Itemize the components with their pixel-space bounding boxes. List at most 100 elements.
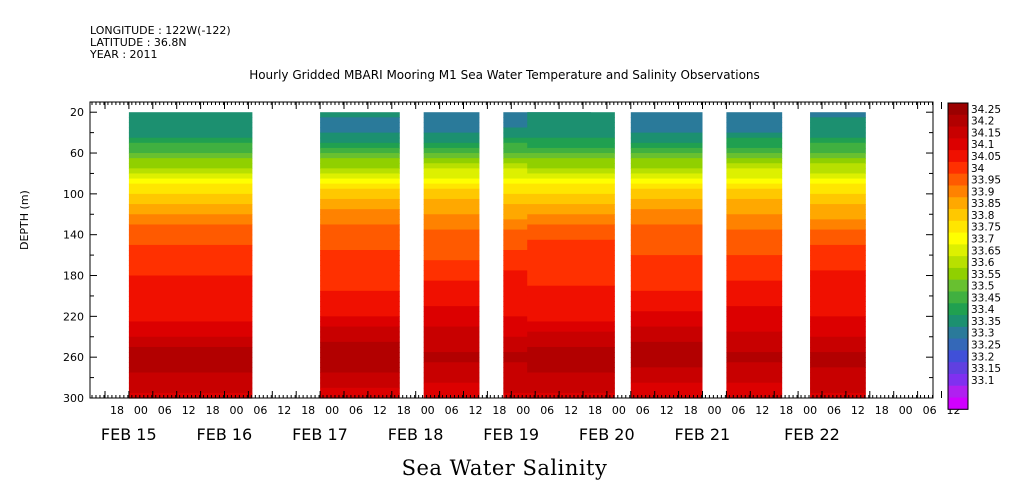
- colorbar-label: 34.1: [971, 139, 994, 151]
- salinity-band: [726, 142, 783, 149]
- colorbar-label: 33.8: [971, 210, 994, 222]
- salinity-band: [527, 290, 615, 297]
- salinity-band: [128, 275, 253, 282]
- salinity-band: [128, 311, 253, 317]
- salinity-band: [320, 285, 400, 292]
- colorbar-swatch: [948, 315, 968, 328]
- salinity-band: [527, 234, 615, 241]
- salinity-band: [810, 280, 866, 287]
- colorbar-swatch: [948, 220, 968, 234]
- salinity-band: [128, 158, 253, 164]
- salinity-band: [128, 168, 253, 175]
- salinity-band: [320, 331, 400, 338]
- salinity-band: [423, 127, 480, 134]
- colorbar-label: 34: [971, 163, 985, 175]
- salinity-band: [810, 188, 866, 195]
- salinity-band: [527, 346, 615, 353]
- salinity-band: [527, 387, 615, 394]
- salinity-band: [810, 331, 866, 338]
- salinity-band: [527, 127, 615, 134]
- salinity-band: [810, 209, 866, 215]
- salinity-band: [423, 321, 480, 328]
- salinity-band: [630, 117, 703, 124]
- salinity-band: [423, 244, 480, 251]
- salinity-band: [423, 173, 480, 180]
- longitude-label: LONGITUDE : 122W(-122): [90, 24, 231, 37]
- salinity-band: [630, 163, 703, 169]
- salinity-band: [527, 214, 615, 220]
- salinity-band: [128, 290, 253, 297]
- salinity-band: [423, 112, 480, 118]
- salinity-band: [527, 285, 615, 292]
- colorbar-swatch: [948, 279, 968, 292]
- colorbar-label: 33.5: [971, 281, 994, 293]
- colorbar-swatch: [948, 126, 968, 139]
- x-hour-label: 18: [588, 404, 602, 417]
- colorbar-swatch: [948, 232, 968, 245]
- salinity-band: [128, 117, 253, 124]
- salinity-band: [527, 188, 615, 195]
- colorbar-swatch: [948, 397, 968, 410]
- salinity-band: [527, 382, 615, 389]
- salinity-band: [128, 301, 253, 307]
- salinity-band: [810, 341, 866, 348]
- colorbar-swatch: [948, 362, 968, 375]
- colorbar-label: 33.35: [971, 316, 1001, 328]
- salinity-band: [527, 178, 615, 185]
- salinity-band: [726, 204, 783, 210]
- salinity-band: [423, 285, 480, 292]
- salinity-band: [630, 301, 703, 307]
- salinity-band: [320, 255, 400, 261]
- colorbar-label: 33.75: [971, 222, 1001, 234]
- latitude-label: LATITUDE : 36.8N: [90, 36, 187, 49]
- salinity-band: [320, 204, 400, 210]
- salinity-band: [423, 352, 480, 358]
- salinity-band: [320, 173, 400, 180]
- salinity-band: [128, 392, 253, 399]
- x-hour-label: 06: [158, 404, 172, 417]
- year-label: YEAR : 2011: [90, 48, 158, 61]
- salinity-band: [423, 153, 480, 159]
- x-hour-label: 12: [373, 404, 387, 417]
- data-segment-2: [423, 112, 480, 399]
- salinity-band: [810, 132, 866, 139]
- salinity-band: [630, 346, 703, 353]
- salinity-band: [423, 183, 480, 190]
- salinity-band: [128, 331, 253, 338]
- salinity-band: [423, 280, 480, 287]
- colorbar-swatch: [948, 185, 968, 198]
- salinity-band: [423, 255, 480, 261]
- x-date-label: FEB 17: [292, 425, 348, 444]
- salinity-band: [128, 316, 253, 323]
- colorbar-swatch: [948, 150, 968, 163]
- colorbar-label: 34.2: [971, 116, 994, 128]
- x-date-label: FEB 15: [101, 425, 157, 444]
- salinity-band: [527, 362, 615, 368]
- salinity-band: [726, 341, 783, 348]
- salinity-band: [527, 122, 615, 129]
- salinity-band: [320, 153, 400, 159]
- salinity-band: [726, 311, 783, 317]
- x-hour-label: 12: [182, 404, 196, 417]
- salinity-band: [810, 127, 866, 134]
- x-hour-label: 18: [492, 404, 506, 417]
- salinity-band: [320, 260, 400, 266]
- salinity-band: [630, 219, 703, 226]
- salinity-band: [320, 250, 400, 256]
- salinity-band: [726, 183, 783, 190]
- salinity-band: [726, 392, 783, 399]
- salinity-band: [128, 367, 253, 374]
- salinity-band: [423, 239, 480, 246]
- salinity-band: [810, 250, 866, 256]
- salinity-band: [726, 209, 783, 215]
- y-tick-label: 100: [63, 188, 84, 201]
- salinity-band: [320, 117, 400, 124]
- salinity-band: [630, 280, 703, 287]
- salinity-band: [726, 178, 783, 185]
- salinity-band: [810, 372, 866, 379]
- colorbar-swatch: [948, 209, 968, 222]
- salinity-band: [630, 127, 703, 134]
- salinity-band: [527, 275, 615, 282]
- salinity-band: [423, 224, 480, 231]
- salinity-band: [630, 214, 703, 220]
